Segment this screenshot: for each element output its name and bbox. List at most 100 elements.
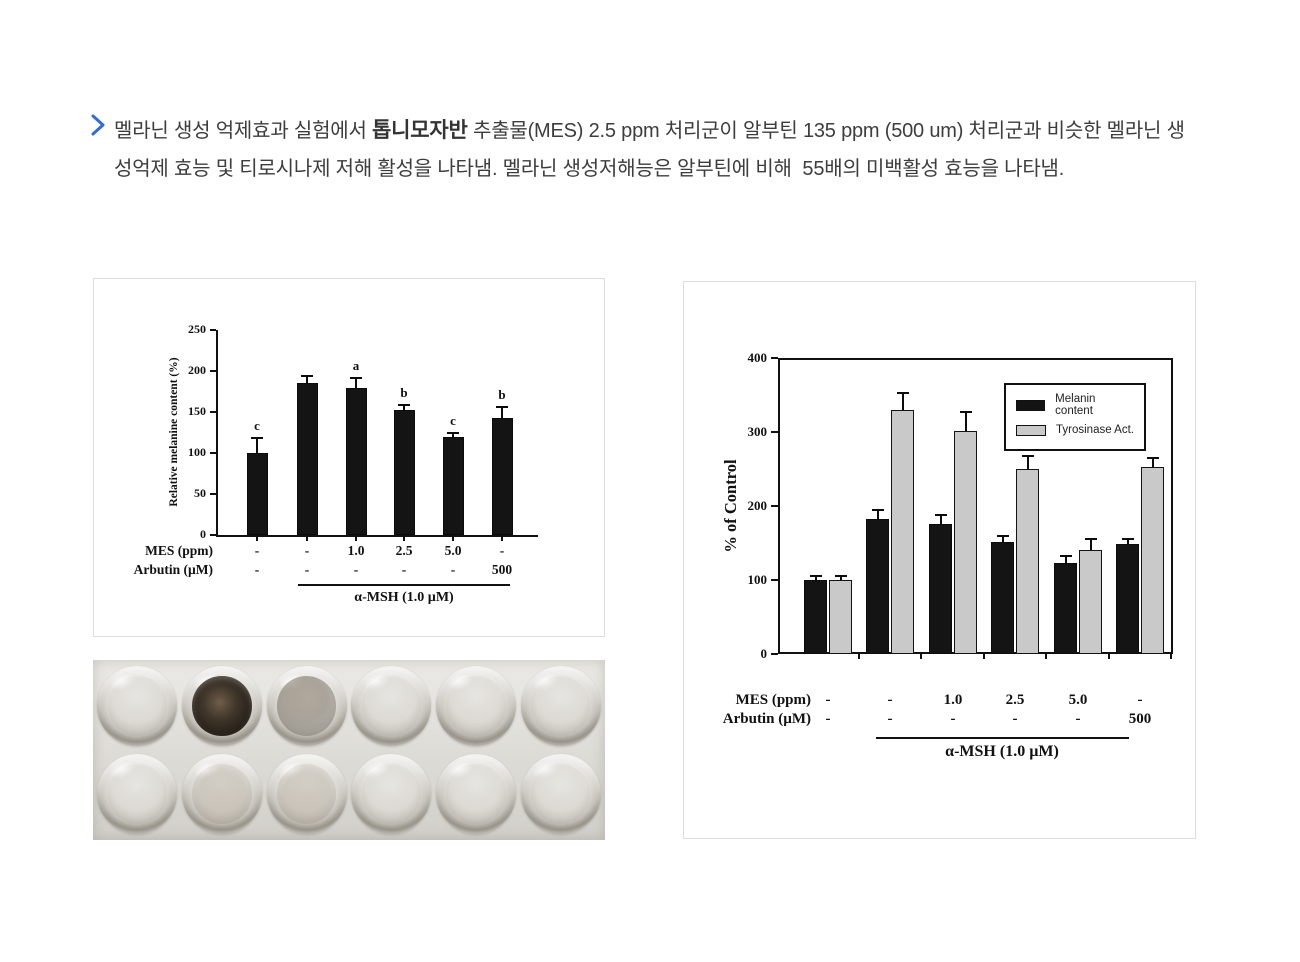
x-tick <box>403 537 405 541</box>
error-bar-stem <box>939 514 942 524</box>
x-row-value: 5.0 <box>444 543 462 558</box>
bar-tyrosinase-activity <box>1016 469 1039 654</box>
x-row-value: - <box>1012 711 1018 727</box>
bullet-text-pre: 멜라닌 생성 억제효과 실험에서 <box>114 120 373 142</box>
x-row-label: Arbutin (µM) <box>722 711 811 727</box>
bar-tyrosinase-activity <box>829 580 852 654</box>
y-tick <box>210 329 216 331</box>
legend-label: Melanin content <box>1055 393 1096 417</box>
legend: Melanin content Tyrosinase Act. <box>1004 383 1146 451</box>
x-row-value: 1.0 <box>347 543 365 558</box>
x-row-value: 500 <box>491 562 513 577</box>
error-bar-cap <box>251 437 263 440</box>
y-tick-label: 200 <box>188 363 206 377</box>
well-r2-c6-clear <box>520 754 601 834</box>
well-cell <box>518 750 603 838</box>
well-cell <box>434 662 519 750</box>
x-tick <box>256 537 258 541</box>
error-bar-stem <box>901 392 904 410</box>
y-tick <box>210 452 216 454</box>
bar-melanin <box>393 410 415 535</box>
error-bar-stem <box>403 404 405 411</box>
bar-tyrosinase-activity <box>1141 466 1164 654</box>
error-bar-cap <box>496 406 508 409</box>
well-r2-c5-clear <box>435 754 516 834</box>
well-r1-c5-clear <box>435 666 516 746</box>
x-row-value: - <box>304 543 310 558</box>
melanin-content-bar-chart: 0 50 100 150 200 250 Relative melanine content… <box>94 279 604 636</box>
error-bar-cap <box>1121 537 1134 540</box>
well-cell <box>180 750 265 838</box>
error-bar-stem <box>256 438 258 453</box>
error-bar-cap <box>350 376 362 379</box>
percent-of-control-bar-chart: 0 100 200 300 400 % of Control Melanin content… <box>684 282 1195 838</box>
y-tick-label: 0 <box>760 646 768 661</box>
chevron-right-icon <box>90 114 114 188</box>
y-tick <box>210 370 216 372</box>
y-tick-label: 150 <box>188 404 206 418</box>
error-bar-cap <box>301 374 313 377</box>
y-tick-label: 0 <box>200 527 206 541</box>
x-row-value: - <box>450 562 456 577</box>
error-bar-stem <box>1001 535 1004 542</box>
x-tick <box>306 537 308 541</box>
well-cell <box>349 750 434 838</box>
y-tick <box>771 505 778 507</box>
x-row-value: 500 <box>1128 711 1152 727</box>
y-tick <box>771 653 778 655</box>
error-bar-cap <box>1021 455 1034 458</box>
bar-melanin <box>442 436 464 535</box>
error-bar-stem <box>876 509 879 520</box>
y-tick-label: 250 <box>188 322 206 336</box>
tyrosinase-activity-swatch <box>1016 424 1046 436</box>
well-r2-c4-clear <box>351 754 432 834</box>
percent-of-control-chart-panel: 0 100 200 300 400 % of Control Melanin content… <box>683 281 1196 839</box>
x-axis <box>216 535 538 537</box>
well-cell <box>434 750 519 838</box>
x-row-value: - <box>1075 711 1081 727</box>
x-row-value: - <box>254 543 260 558</box>
well-r2-c2-tint <box>181 754 262 834</box>
y-tick-label: 400 <box>747 350 768 365</box>
y-tick-label: 100 <box>188 445 206 459</box>
x-row-label: MES (ppm) <box>145 543 213 558</box>
error-bar-cap <box>398 403 410 406</box>
y-tick <box>771 357 778 359</box>
x-row-value: - <box>499 543 505 558</box>
well-cell <box>264 750 349 838</box>
x-row-value: - <box>401 562 407 577</box>
error-bar-cap <box>834 574 847 577</box>
significance-letter: b <box>498 387 506 403</box>
legend-label: Tyrosinase Act. <box>1056 424 1134 436</box>
bar-melanin <box>345 388 367 535</box>
well-grid <box>95 662 603 838</box>
y-tick-label: 50 <box>194 486 206 500</box>
x-row-value: - <box>825 711 831 727</box>
y-tick-label: 100 <box>747 572 768 587</box>
bar-melanin-content <box>991 541 1014 654</box>
x-row-value: - <box>825 692 831 708</box>
error-bar-stem <box>306 375 308 384</box>
x-row-value: - <box>353 562 359 577</box>
x-tick <box>1045 654 1047 659</box>
bullet-text-bold: 톱니모자반 <box>372 119 468 142</box>
x-row-label: MES (ppm) <box>735 692 811 708</box>
well-cell <box>518 662 603 750</box>
bar-melanin-content <box>929 523 952 654</box>
bar-melanin <box>246 453 268 535</box>
x-row-value: - <box>887 711 893 727</box>
y-tick <box>771 579 778 581</box>
x-row-value: 2.5 <box>395 543 413 558</box>
error-bar-cap <box>1084 537 1097 540</box>
bar-melanin-content <box>1116 543 1139 654</box>
bar-tyrosinase-activity <box>954 430 977 654</box>
x-tick <box>920 654 922 659</box>
well-r1-c3-half <box>266 666 347 746</box>
well-cell <box>95 662 180 750</box>
treatment-line <box>876 737 1129 739</box>
error-bar-cap <box>871 508 884 511</box>
bar-tyrosinase-activity <box>1079 550 1102 654</box>
legend-item: Melanin content <box>1016 393 1134 417</box>
error-bar-cap <box>959 411 972 414</box>
